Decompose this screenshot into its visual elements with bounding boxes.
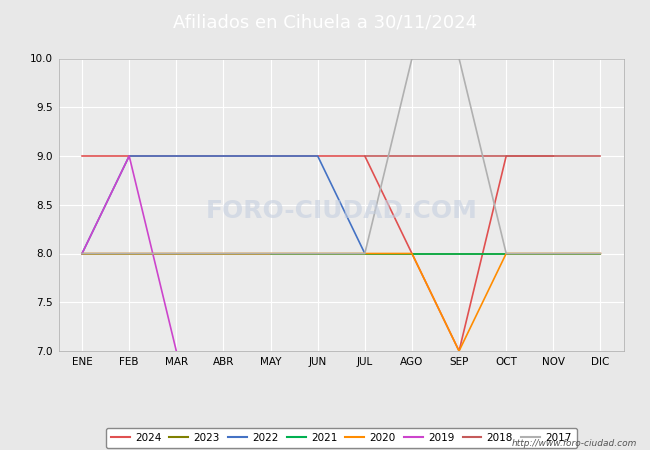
Text: http://www.foro-ciudad.com: http://www.foro-ciudad.com <box>512 439 637 448</box>
Legend: 2024, 2023, 2022, 2021, 2020, 2019, 2018, 2017: 2024, 2023, 2022, 2021, 2020, 2019, 2018… <box>105 428 577 448</box>
Text: Afiliados en Cihuela a 30/11/2024: Afiliados en Cihuela a 30/11/2024 <box>173 14 477 32</box>
Text: FORO-CIUDAD.COM: FORO-CIUDAD.COM <box>205 198 477 223</box>
